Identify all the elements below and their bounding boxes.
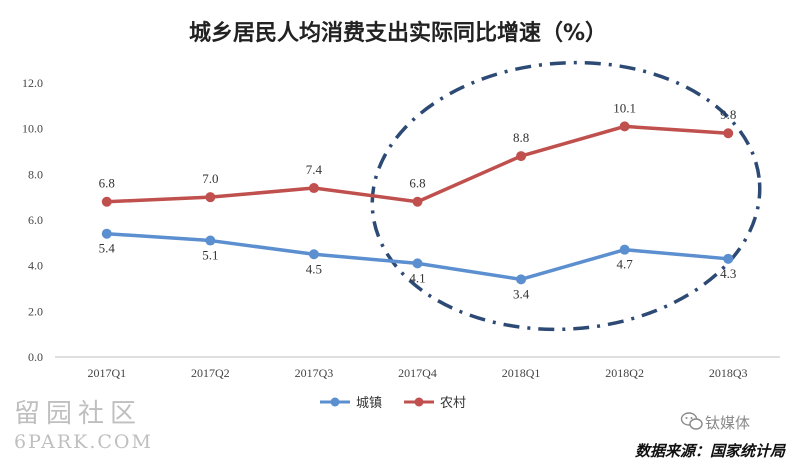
legend: 城镇 农村 <box>320 396 466 411</box>
data-label: 4.1 <box>409 270 425 285</box>
y-tick-label: 10.0 <box>22 122 43 136</box>
y-tick-label: 0.0 <box>28 350 43 364</box>
source-note: 数据来源：国家统计局 <box>635 442 786 460</box>
data-label: 5.1 <box>202 248 218 263</box>
data-point <box>723 128 734 139</box>
y-tick-label: 6.0 <box>28 213 43 227</box>
data-point <box>723 253 734 264</box>
legend-item: 城镇 <box>320 396 382 411</box>
data-point <box>205 235 216 246</box>
series-layer: 5.4 5.1 4.5 4.1 3.4 4.7 4.3 6.8 7.0 7.4 6.8 8.8 10.1… <box>99 100 737 301</box>
wechat-icon <box>680 412 703 430</box>
chart-title: 城乡居民人均消费支出实际同比增速（%） <box>189 20 607 46</box>
data-point <box>101 228 112 239</box>
x-tick-label: 2018Q1 <box>502 366 541 380</box>
data-point <box>516 151 527 162</box>
x-tick-label: 2018Q3 <box>709 366 748 380</box>
data-point <box>308 249 319 260</box>
watermark-bottom: 6PARK.COM <box>14 431 153 453</box>
x-tick-label: 2017Q4 <box>398 366 437 380</box>
legend-label: 农村 <box>440 396 466 411</box>
y-tick-label: 4.0 <box>28 259 43 273</box>
legend-marker <box>330 397 340 407</box>
watermark-top: 留园社区 <box>14 399 142 429</box>
data-label: 7.0 <box>202 171 218 186</box>
data-label: 9.8 <box>720 107 736 122</box>
data-point <box>412 258 423 269</box>
annotation-layer <box>370 60 762 332</box>
data-point <box>101 196 112 207</box>
legend-marker <box>414 397 424 407</box>
series-rural: 6.8 7.0 7.4 6.8 8.8 10.1 9.8 <box>99 100 736 207</box>
x-tick-label: 2017Q1 <box>87 366 126 380</box>
x-tick-label: 2018Q2 <box>605 366 644 380</box>
data-label: 6.8 <box>99 176 115 191</box>
data-label: 4.5 <box>306 261 322 276</box>
brand: 钛媒体 <box>680 412 750 432</box>
y-tick-label: 2.0 <box>28 304 43 318</box>
data-label: 4.3 <box>720 266 736 281</box>
data-point <box>205 192 216 203</box>
y-tick-label: 8.0 <box>28 167 43 181</box>
watermark: 留园社区 6PARK.COM <box>14 399 153 453</box>
data-label: 10.1 <box>613 100 636 115</box>
data-point <box>412 196 423 207</box>
data-point <box>516 274 527 285</box>
data-point <box>619 121 630 132</box>
legend-label: 城镇 <box>356 396 382 411</box>
legend-item: 农村 <box>404 396 466 411</box>
data-label: 8.8 <box>513 130 529 145</box>
data-point <box>619 244 630 255</box>
data-label: 4.7 <box>617 257 634 272</box>
y-tick-label: 12.0 <box>22 76 43 90</box>
data-label: 3.4 <box>513 286 530 301</box>
x-tick-label: 2017Q2 <box>191 366 230 380</box>
data-label: 7.4 <box>306 162 323 177</box>
series-urban: 5.4 5.1 4.5 4.1 3.4 4.7 4.3 <box>99 228 736 301</box>
highlight-ellipse <box>370 60 762 332</box>
x-tick-label: 2017Q3 <box>295 366 334 380</box>
data-label: 5.4 <box>99 241 116 256</box>
data-label: 6.8 <box>409 176 425 191</box>
axes: 0.0 2.0 4.0 6.0 8.0 10.0 12.0 2017Q1 2017Q2 2017Q… <box>22 76 780 380</box>
brand-label: 钛媒体 <box>705 414 750 432</box>
data-point <box>308 183 319 194</box>
